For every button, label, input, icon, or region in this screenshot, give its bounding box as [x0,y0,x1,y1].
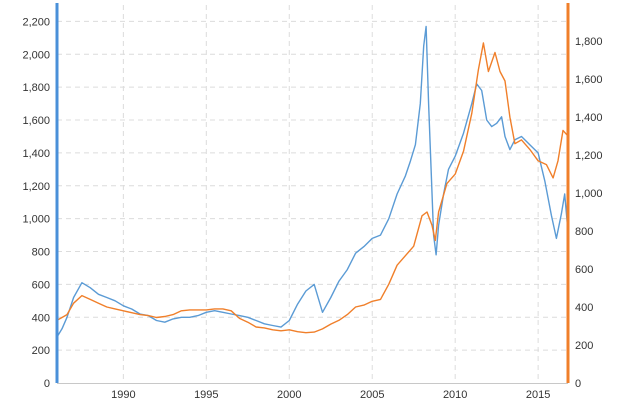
left-y-tick-label: 0 [44,378,50,390]
right-y-tick-label: 600 [575,264,593,276]
right-y-tick-label: 1,800 [575,36,603,48]
axes: 0 200 400 600 800 1,000 1,200 1,400 1,600 1,800 2,… [22,3,603,401]
series-line-left-axis [56,25,569,338]
left-y-tick-label: 200 [32,345,50,357]
right-y-tick-label: 800 [575,226,593,238]
left-y-tick-label: 1,200 [22,181,50,193]
x-tick-label: 2005 [360,389,384,401]
x-tick-label: 1990 [111,389,135,401]
left-y-tick-label: 2,000 [22,49,50,61]
x-tick-label: 1995 [194,389,218,401]
right-y-tick-label: 1,000 [575,188,603,200]
left-y-tick-label: 400 [32,312,50,324]
left-y-tick-label: 1,800 [22,82,50,94]
left-y-tick-label: 1,600 [22,115,50,127]
left-y-tick-label: 600 [32,279,50,291]
series-lines [56,25,569,338]
x-tick-label: 2010 [443,389,467,401]
left-y-tick-label: 1,000 [22,214,50,226]
x-tick-label: 2000 [277,389,301,401]
right-y-tick-label: 0 [575,378,581,390]
right-y-tick-label: 1,400 [575,112,603,124]
right-y-tick-label: 1,600 [575,74,603,86]
series-line-right-axis [56,42,569,334]
right-y-tick-label: 400 [575,302,593,314]
left-y-tick-label: 2,200 [22,16,50,28]
left-y-tick-label: 800 [32,247,50,259]
right-y-tick-label: 200 [575,340,593,352]
x-tick-label: 2015 [526,389,550,401]
left-y-tick-label: 1,400 [22,148,50,160]
right-y-tick-label: 1,200 [575,150,603,162]
